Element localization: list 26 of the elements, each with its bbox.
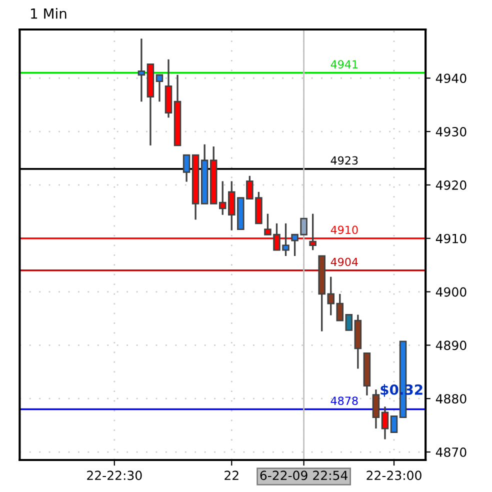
candlestick	[182, 154, 190, 183]
x-tick-label: 22-23:00	[366, 470, 422, 480]
y-tick-label: 4890	[436, 340, 466, 350]
ref-line-label: 4923	[330, 156, 358, 165]
y-tick-label: 4930	[436, 127, 466, 136]
ref-line-label: 4941	[330, 60, 358, 68]
ref-line-label: 4904	[330, 258, 358, 266]
y-tick-label: 4900	[436, 287, 466, 297]
y-tick-label: 4920	[436, 180, 466, 190]
candlestick	[156, 74, 164, 102]
chart-title: 1 Min	[31, 8, 66, 19]
x-tick-label: 22-22:30	[87, 470, 142, 480]
candlestick	[336, 293, 344, 322]
candlestick	[381, 406, 389, 440]
y-tick-label: 4880	[436, 394, 466, 404]
y-tick-label: 4940	[436, 74, 466, 84]
candlestick	[372, 388, 380, 430]
candlestick	[390, 416, 398, 433]
ref-line-label: 4910	[330, 226, 358, 234]
y-tick-label: 4870	[436, 447, 466, 457]
y-tick-label: 4910	[436, 234, 466, 244]
candlestick	[138, 38, 146, 102]
x-tick-label: 6-22-09 22:54	[260, 470, 348, 480]
candlestick	[345, 314, 353, 331]
ref-line-label: 4878	[330, 396, 358, 405]
x-tick-label: 22	[224, 470, 238, 480]
